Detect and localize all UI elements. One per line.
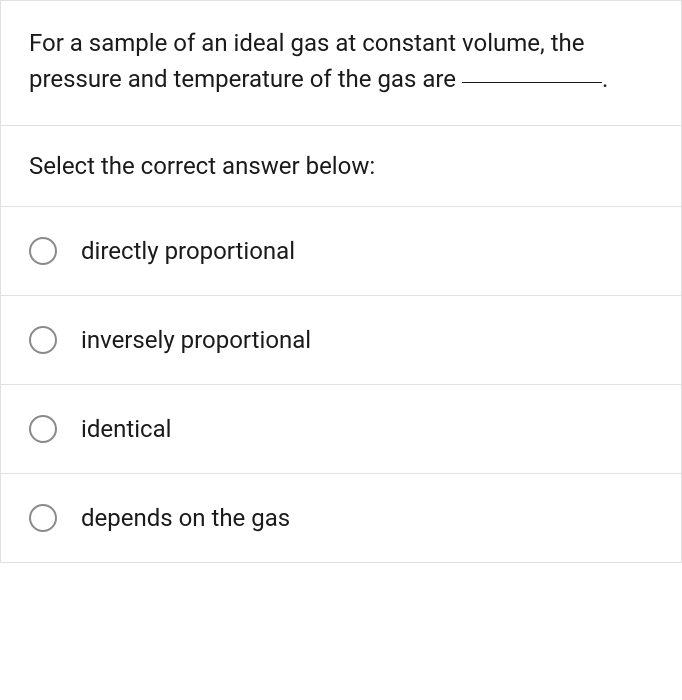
radio-icon — [29, 237, 57, 265]
instruction-section: Select the correct answer below: — [1, 126, 681, 207]
option-label: directly proportional — [81, 237, 295, 265]
radio-icon — [29, 415, 57, 443]
option-label: identical — [81, 415, 172, 443]
question-section: For a sample of an ideal gas at constant… — [1, 1, 681, 126]
fill-blank — [462, 82, 602, 83]
radio-icon — [29, 504, 57, 532]
radio-icon — [29, 326, 57, 354]
instruction-text: Select the correct answer below: — [29, 152, 653, 180]
question-text-before: For a sample of an ideal gas at constant… — [29, 29, 585, 93]
option-label: depends on the gas — [81, 504, 290, 532]
question-text-after: . — [602, 65, 608, 93]
quiz-container: For a sample of an ideal gas at constant… — [0, 0, 682, 563]
option-directly-proportional[interactable]: directly proportional — [1, 207, 681, 296]
option-depends-on-the-gas[interactable]: depends on the gas — [1, 474, 681, 562]
option-identical[interactable]: identical — [1, 385, 681, 474]
option-label: inversely proportional — [81, 326, 311, 354]
option-inversely-proportional[interactable]: inversely proportional — [1, 296, 681, 385]
question-text: For a sample of an ideal gas at constant… — [29, 25, 653, 97]
